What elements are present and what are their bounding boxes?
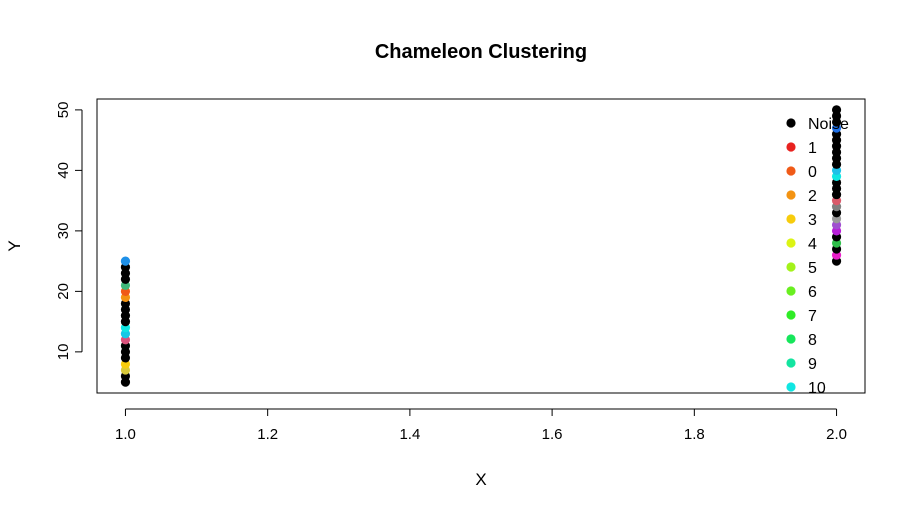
legend-label: 6: [808, 284, 817, 301]
chart-title: Chameleon Clustering: [375, 41, 587, 63]
legend-label: Noise: [808, 116, 849, 133]
legend-label: 5: [808, 260, 817, 277]
legend-marker: [786, 262, 796, 272]
data-point: [120, 256, 131, 266]
legend-label: 3: [808, 212, 817, 229]
x-tick-label: 1.0: [115, 426, 136, 443]
x-tick-label: 1.4: [399, 426, 420, 443]
x-tick-label: 1.8: [684, 426, 705, 443]
legend-marker: [786, 286, 796, 296]
y-axis: 10 20 30 40 50: [55, 102, 83, 361]
x-axis-title: X: [475, 470, 486, 489]
y-tick-label: 50: [55, 102, 72, 119]
legend-label: 4: [808, 236, 817, 253]
legend-label: 9: [808, 356, 817, 373]
legend-marker: [786, 358, 796, 368]
y-tick-label: 30: [55, 223, 72, 240]
legend-marker: [786, 382, 796, 392]
x-tick-label: 1.6: [542, 426, 563, 443]
legend-marker: [786, 310, 796, 320]
legend-marker: [786, 214, 796, 224]
legend-marker: [786, 166, 796, 176]
legend-label: 10: [808, 380, 826, 397]
legend-label: 8: [808, 332, 817, 349]
plot-area-border: [96, 98, 866, 394]
x-tick-label: 2.0: [826, 426, 847, 443]
legend-marker: [786, 190, 796, 200]
legend-label: 1: [808, 140, 817, 157]
legend-marker: [786, 334, 796, 344]
x-axis: 1.0 1.2 1.4 1.6 1.8 2.0: [115, 408, 847, 443]
legend-label: 0: [808, 164, 817, 181]
legend-marker: [786, 238, 796, 248]
data-points: [120, 105, 842, 387]
legend-marker: [786, 118, 796, 128]
y-axis-title: Y: [5, 240, 24, 251]
legend-marker: [786, 142, 796, 152]
x-tick-label: 1.2: [257, 426, 278, 443]
legend-label: 2: [808, 188, 817, 205]
y-tick-label: 40: [55, 162, 72, 179]
y-tick-label: 10: [55, 344, 72, 361]
data-point: [831, 105, 842, 115]
y-tick-label: 20: [55, 283, 72, 300]
legend-label: 7: [808, 308, 817, 325]
